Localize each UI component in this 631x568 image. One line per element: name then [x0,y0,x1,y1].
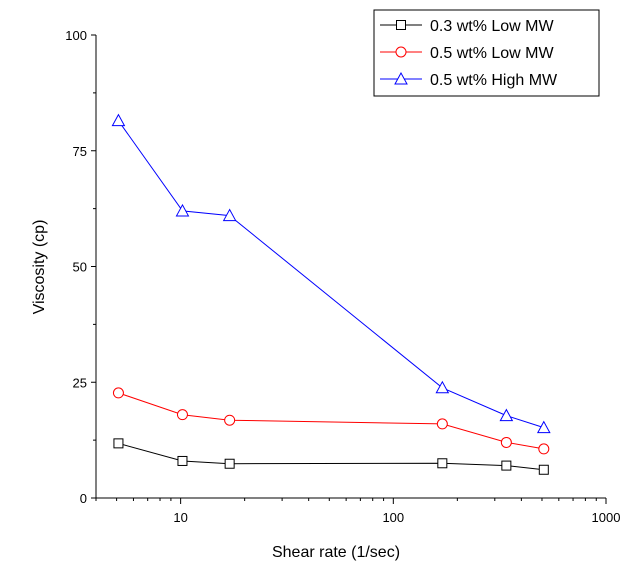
series-line [117,120,544,429]
y-tick-label: 0 [80,491,87,506]
data-point [538,464,549,475]
data-point [500,436,512,448]
data-point [501,460,512,471]
series-3 [111,113,551,434]
x-tick-label: 100 [382,510,404,525]
y-tick-label: 75 [73,144,87,159]
legend-marker [396,20,406,30]
y-tick-label: 100 [65,28,87,43]
data-point [177,455,188,466]
x-tick-label: 1000 [592,510,621,525]
axes [95,35,606,499]
series-line [118,442,544,471]
legend-marker [395,46,407,58]
ticks: 0 25 50 75 100 10 100 1000 [65,28,620,525]
data-point [224,458,235,469]
data-point [111,113,126,127]
legend-label: 0.3 wt% Low MW [430,18,554,35]
data-point [222,208,237,222]
data-point [538,443,550,455]
y-tick-label: 50 [73,260,87,275]
legend: 0.3 wt% Low MW 0.5 wt% Low MW 0.5 wt% High… [373,9,600,97]
x-axis-title: Shear rate (1/sec) [272,544,400,561]
legend-marker [394,71,408,85]
y-axis-title: Viscosity (cp) [31,220,48,315]
x-tick-label: 10 [173,510,187,525]
data-point [436,418,448,430]
data-point [176,409,188,421]
series-1 [113,438,549,475]
legend-label: 0.5 wt% High MW [430,72,558,89]
legend-box [373,9,600,97]
data-point [113,438,124,449]
y-tick-label: 25 [73,375,87,390]
series-line [118,392,544,450]
data-point [435,380,450,394]
data-point [112,387,124,399]
legend-label: 0.5 wt% Low MW [430,45,554,62]
data-point [536,420,551,434]
series-2 [112,387,550,455]
data-point [175,203,190,217]
data-point [224,414,236,426]
data-point [499,408,514,422]
plot-area [111,113,551,475]
data-point [437,458,448,469]
